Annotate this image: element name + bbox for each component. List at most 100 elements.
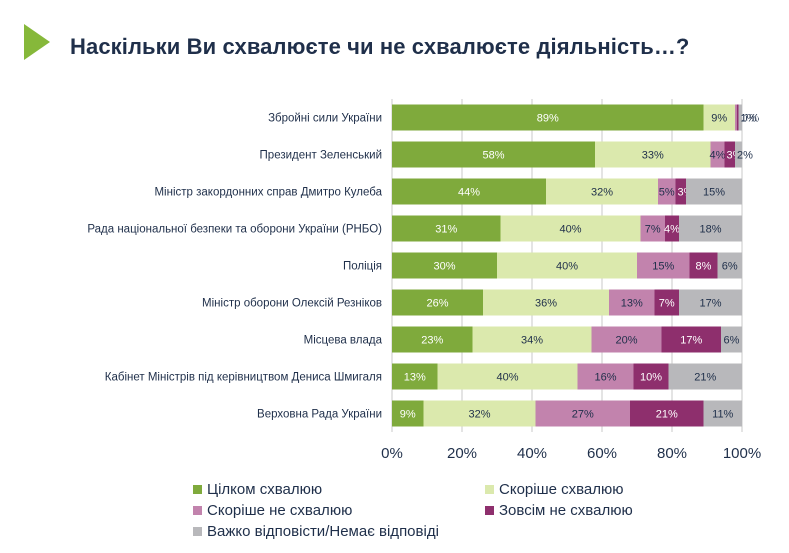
bar-segment <box>392 178 546 205</box>
data-label: 6% <box>724 335 740 347</box>
data-label: 40% <box>556 261 578 273</box>
category-label: Міністр оборони Олексій Резніков <box>202 298 382 310</box>
data-label: 33% <box>642 150 664 162</box>
bar-segment <box>497 252 637 279</box>
bar-segment <box>679 215 742 242</box>
data-label: 13% <box>621 298 643 310</box>
bar-segment <box>724 141 735 168</box>
data-label: 8% <box>696 261 712 273</box>
category-label: Міністр закордонних справ Дмитро Кулеба <box>154 187 382 199</box>
bar-segment <box>392 326 473 353</box>
data-label: 32% <box>591 187 613 199</box>
data-label: 16% <box>594 372 616 384</box>
data-label: 9% <box>400 409 416 421</box>
legend-swatch <box>485 485 494 494</box>
legend-label: Скоріше не схвалюю <box>207 502 353 519</box>
legend-swatch <box>485 506 494 515</box>
data-label: 5% <box>659 187 675 199</box>
data-label: 34% <box>521 335 543 347</box>
data-label: 36% <box>535 298 557 310</box>
bar-segment <box>675 178 686 205</box>
data-label: 26% <box>426 298 448 310</box>
page-title: Наскільки Ви схвалюєте чи не схвалюєте д… <box>70 34 690 59</box>
data-label: 20% <box>615 335 637 347</box>
bar-segment <box>591 326 662 353</box>
data-label: 89% <box>537 113 559 125</box>
data-label: <1% <box>739 113 762 125</box>
data-label: <1% <box>737 113 760 125</box>
x-tick-label: 60% <box>587 445 617 462</box>
stacked-bar-chart: 0% 20% 40% 60% 80% 100% Збройні сили України 89… <box>87 99 762 462</box>
bar-segment <box>661 326 721 353</box>
bar-segment <box>546 178 658 205</box>
bar-segment <box>738 104 742 131</box>
bar-segment <box>472 326 592 353</box>
title-arrow-icon <box>24 24 50 60</box>
data-label: 4% <box>664 224 680 236</box>
x-tick-label: 0% <box>381 445 403 462</box>
data-label: 18% <box>699 224 721 236</box>
category-label: Місцева влада <box>304 335 383 347</box>
bar-segment <box>640 215 665 242</box>
category-label: Верховна Рада України <box>257 409 382 421</box>
bar-segment <box>437 363 578 390</box>
x-tick-label: 80% <box>657 445 687 462</box>
category-label: Рада національної безпеки та оборони Укр… <box>87 224 382 236</box>
data-label: 17% <box>680 335 702 347</box>
data-label: 31% <box>435 224 457 236</box>
bar-segment <box>658 178 676 205</box>
legend-item-rather-disapprove: Скоріше не схвалюю <box>193 502 352 519</box>
bar-segment <box>577 363 634 390</box>
bar-segment <box>609 289 655 316</box>
data-label: 23% <box>421 335 443 347</box>
data-label: 21% <box>694 372 716 384</box>
bar-segment <box>703 400 742 427</box>
legend-swatch <box>193 527 202 536</box>
category-label: Поліція <box>343 261 382 273</box>
bar-segment <box>686 178 742 205</box>
bar-segment <box>710 141 725 168</box>
legend-label: Важко відповісти/Немає відповіді <box>207 523 439 540</box>
bar-segment <box>483 289 609 316</box>
bar-segment <box>721 326 742 353</box>
data-label: 9% <box>711 113 727 125</box>
bar-segment <box>668 363 742 390</box>
bar-segment <box>630 400 704 427</box>
category-label: Збройні сили України <box>268 113 382 125</box>
category-label: Президент Зеленський <box>260 150 382 162</box>
legend-item-fully-disapprove: Зовсім не схвалюю <box>485 502 633 519</box>
bar-segment <box>535 400 630 427</box>
data-label: 21% <box>656 409 678 421</box>
bar-segment <box>423 400 536 427</box>
data-label: 11% <box>712 409 733 421</box>
data-label: 32% <box>468 409 490 421</box>
bar-segment <box>654 289 679 316</box>
chart-legend: Цілком схвалюю Скоріше схвалюю Скоріше н… <box>193 481 693 547</box>
legend-swatch <box>193 506 202 515</box>
data-label: 27% <box>572 409 594 421</box>
x-tick-label: 20% <box>447 445 477 462</box>
bar-segment <box>392 363 438 390</box>
category-label: Кабінет Міністрів під керівництвом Денис… <box>105 372 382 384</box>
data-label: 13% <box>404 372 426 384</box>
x-tick-label: 40% <box>517 445 547 462</box>
legend-label: Цілком схвалюю <box>207 481 323 498</box>
bar-segment <box>595 141 711 168</box>
data-label: 40% <box>559 224 581 236</box>
bar-segment <box>633 363 669 390</box>
data-label: 40% <box>496 372 518 384</box>
data-label: 44% <box>458 187 480 199</box>
bar-segment <box>736 104 739 131</box>
data-label: 4% <box>710 150 726 162</box>
bar-segment <box>392 215 501 242</box>
bar-segment <box>665 215 679 242</box>
bar-segment <box>392 252 497 279</box>
bar-segment <box>689 252 718 279</box>
legend-item-hard-to-say: Важко відповісти/Немає відповіді <box>193 523 439 540</box>
legend-item-rather-approve: Скоріше схвалюю <box>485 481 624 498</box>
data-label: 15% <box>652 261 674 273</box>
data-label: 1% <box>741 113 757 125</box>
data-label: 30% <box>433 261 455 273</box>
bar-segment <box>735 104 737 131</box>
bar-segment <box>392 141 595 168</box>
